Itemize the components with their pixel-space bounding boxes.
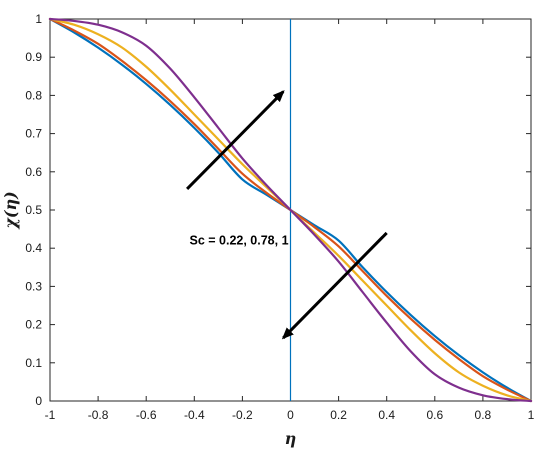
- y-axis-label: χ(η): [1, 191, 20, 229]
- y-tick-label: 0.5: [25, 203, 42, 217]
- arrow-group: [186, 90, 388, 340]
- trend-arrow-1: [186, 90, 285, 191]
- x-tick-label: -1: [45, 408, 56, 422]
- series-line-4: [48, 17, 533, 403]
- annotation-group: Sc = 0.22, 0.78, 1: [189, 233, 288, 247]
- y-ticks-group: 0 0.1 0.2 0.3 0.4 0.5 0.6 0.7 0.8 0.9 1: [25, 12, 531, 408]
- x-tick-label: -0.2: [232, 408, 253, 422]
- y-tick-label: 0.3: [25, 279, 42, 293]
- y-tick-label: 0.8: [25, 88, 42, 102]
- y-tick-label: 0.6: [25, 165, 42, 179]
- y-tick-label: 0: [35, 394, 42, 408]
- trend-arrow-2: [281, 231, 388, 340]
- annotation-label: Sc = 0.22, 0.78, 1: [189, 233, 288, 247]
- x-tick-label: 0.6: [426, 408, 443, 422]
- y-tick-label: 0.4: [25, 241, 42, 255]
- x-tick-label: 0.4: [378, 408, 395, 422]
- x-tick-label: -0.4: [184, 408, 205, 422]
- series-group: [48, 17, 533, 403]
- y-tick-label: 1: [35, 12, 42, 26]
- y-tick-label: 0.7: [25, 127, 42, 141]
- x-tick-label: 0: [287, 408, 294, 422]
- x-axis-label: η: [285, 429, 297, 448]
- x-tick-label: -0.8: [88, 408, 109, 422]
- y-tick-label: 0.9: [25, 50, 42, 64]
- y-tick-label: 0.1: [25, 356, 42, 370]
- y-tick-label: 0.2: [25, 318, 42, 332]
- x-tick-label: -0.6: [136, 408, 157, 422]
- x-tick-label: 1: [528, 408, 535, 422]
- x-tick-label: 0.2: [330, 408, 347, 422]
- x-tick-label: 0.8: [475, 408, 492, 422]
